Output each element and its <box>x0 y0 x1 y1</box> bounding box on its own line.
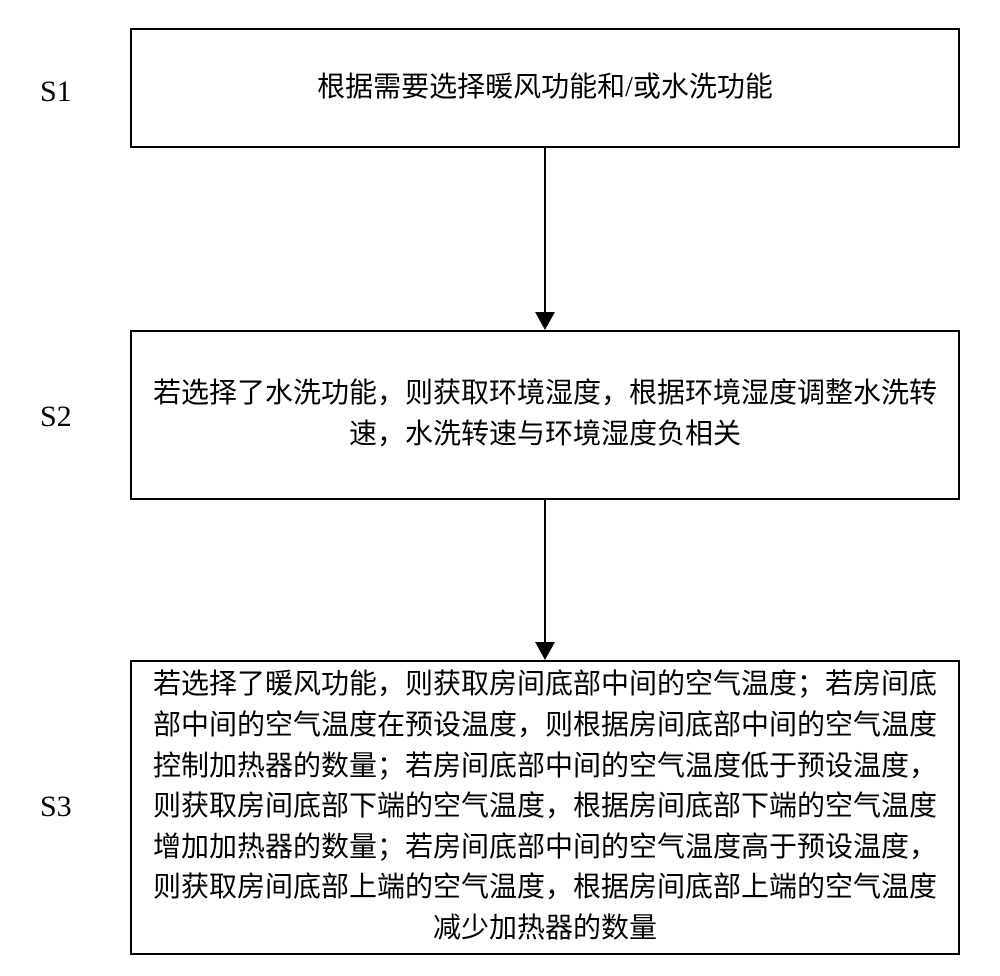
arrow-line-2 <box>544 500 546 642</box>
arrow-line-1 <box>544 148 546 312</box>
step-label-s1: S1 <box>40 75 72 109</box>
step-text-s1: 根据需要选择暖风功能和/或水洗功能 <box>317 68 773 109</box>
step-box-s3: 若选择了暖风功能，则获取房间底部中间的空气温度；若房间底部中间的空气温度在预设温… <box>130 660 960 955</box>
arrow-head-1 <box>535 312 555 330</box>
step-text-s3: 若选择了暖风功能，则获取房间底部中间的空气温度；若房间底部中间的空气温度在预设温… <box>152 665 938 949</box>
arrow-head-2 <box>535 642 555 660</box>
step-text-s2: 若选择了水洗功能，则获取环境湿度，根据环境湿度调整水洗转速，水洗转速与环境湿度负… <box>152 374 938 455</box>
step-box-s1: 根据需要选择暖风功能和/或水洗功能 <box>130 28 960 148</box>
step-label-s2: S2 <box>40 400 72 434</box>
step-box-s2: 若选择了水洗功能，则获取环境湿度，根据环境湿度调整水洗转速，水洗转速与环境湿度负… <box>130 330 960 500</box>
flowchart-canvas: S1 根据需要选择暖风功能和/或水洗功能 S2 若选择了水洗功能，则获取环境湿度… <box>0 0 1000 976</box>
step-label-s3: S3 <box>40 790 72 824</box>
